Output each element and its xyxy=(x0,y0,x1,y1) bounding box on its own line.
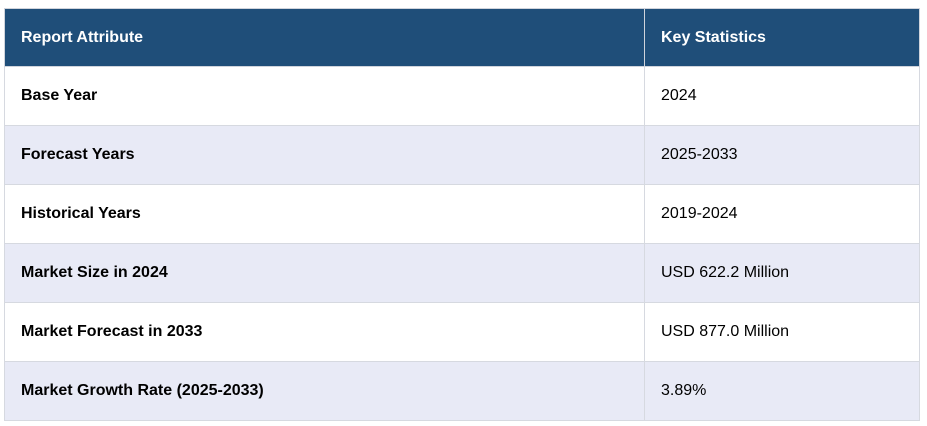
table-row: Historical Years 2019-2024 xyxy=(4,184,920,244)
row-value: USD 622.2 Million xyxy=(644,243,920,303)
row-value: 2019-2024 xyxy=(644,184,920,244)
table-row: Forecast Years 2025-2033 xyxy=(4,125,920,185)
row-value: 3.89% xyxy=(644,361,920,421)
table-header-row: Report Attribute Key Statistics xyxy=(4,8,920,67)
row-value: USD 877.0 Million xyxy=(644,302,920,362)
table-row: Market Forecast in 2033 USD 877.0 Millio… xyxy=(4,302,920,362)
header-report-attribute: Report Attribute xyxy=(4,8,645,67)
row-value: 2024 xyxy=(644,66,920,126)
row-value: 2025-2033 xyxy=(644,125,920,185)
table-row: Base Year 2024 xyxy=(4,66,920,126)
report-attributes-table: Report Attribute Key Statistics Base Yea… xyxy=(4,8,920,421)
row-attribute: Forecast Years xyxy=(4,125,645,185)
row-attribute: Base Year xyxy=(4,66,645,126)
table-row: Market Growth Rate (2025-2033) 3.89% xyxy=(4,361,920,421)
row-attribute: Market Size in 2024 xyxy=(4,243,645,303)
row-attribute: Historical Years xyxy=(4,184,645,244)
header-key-statistics: Key Statistics xyxy=(644,8,920,67)
row-attribute: Market Growth Rate (2025-2033) xyxy=(4,361,645,421)
row-attribute: Market Forecast in 2033 xyxy=(4,302,645,362)
table-row: Market Size in 2024 USD 622.2 Million xyxy=(4,243,920,303)
